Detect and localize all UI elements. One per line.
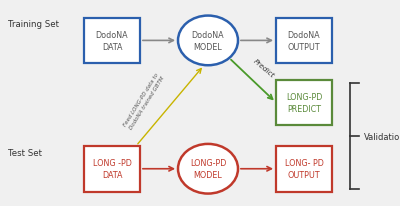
Text: LONG- PD
OUTPUT: LONG- PD OUTPUT — [284, 158, 324, 180]
Text: Validation: Validation — [364, 132, 400, 141]
FancyBboxPatch shape — [84, 146, 140, 192]
Text: DodoNA
MODEL: DodoNA MODEL — [192, 30, 224, 52]
Text: LONG-PD
MODEL: LONG-PD MODEL — [190, 158, 226, 180]
FancyBboxPatch shape — [276, 80, 332, 126]
Ellipse shape — [178, 144, 238, 194]
Text: DodoNA
DATA: DodoNA DATA — [96, 30, 128, 52]
Text: LONG-PD
PREDICT: LONG-PD PREDICT — [286, 92, 322, 114]
FancyBboxPatch shape — [276, 19, 332, 64]
Text: Predict: Predict — [252, 57, 276, 78]
FancyBboxPatch shape — [84, 19, 140, 64]
FancyBboxPatch shape — [276, 146, 332, 192]
Text: DodoNA
OUTPUT: DodoNA OUTPUT — [288, 30, 320, 52]
Text: Training Set: Training Set — [8, 20, 59, 29]
Text: Test Set: Test Set — [8, 148, 42, 157]
Ellipse shape — [178, 16, 238, 66]
Text: LONG -PD
DATA: LONG -PD DATA — [92, 158, 132, 180]
Text: Feed LONG-PD data to
DodoNA trained GBTM: Feed LONG-PD data to DodoNA trained GBTM — [123, 72, 165, 130]
